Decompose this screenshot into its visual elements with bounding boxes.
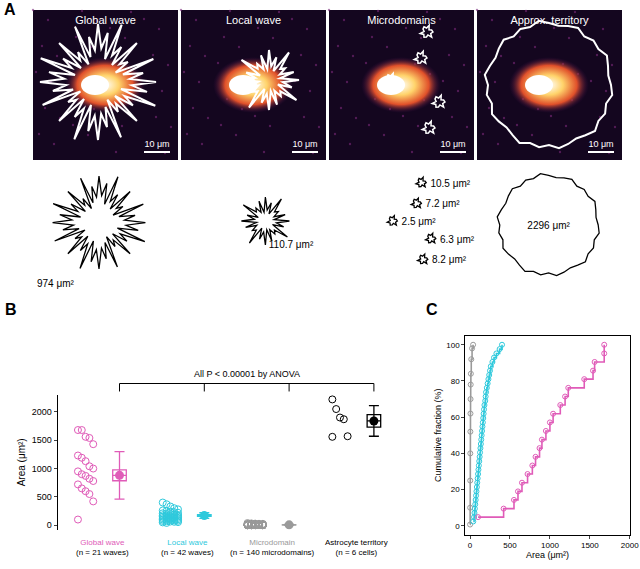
svg-text:Microdomains: Microdomains — [367, 14, 436, 26]
svg-text:Cumulative fraction (%): Cumulative fraction (%) — [433, 389, 443, 483]
svg-text:B: B — [5, 301, 17, 318]
svg-text:0: 0 — [455, 522, 460, 531]
svg-text:0: 0 — [468, 541, 473, 550]
svg-text:2.5 μm²: 2.5 μm² — [402, 216, 437, 227]
svg-text:974 μm²: 974 μm² — [37, 278, 75, 289]
svg-text:1000: 1000 — [32, 464, 52, 474]
svg-text:60: 60 — [451, 413, 460, 422]
svg-text:100: 100 — [446, 341, 460, 350]
svg-text:10 μm: 10 μm — [588, 139, 613, 149]
svg-text:10 μm: 10 μm — [292, 139, 317, 149]
svg-text:1000: 1000 — [541, 541, 559, 550]
svg-text:2296 μm²: 2296 μm² — [527, 220, 570, 231]
svg-text:Global wave: Global wave — [75, 14, 136, 26]
svg-text:Local wave(n = 42 waves): Local wave(n = 42 waves) — [161, 538, 214, 557]
svg-text:C: C — [426, 301, 438, 318]
svg-text:1500: 1500 — [581, 541, 599, 550]
svg-text:500: 500 — [503, 541, 517, 550]
svg-text:Local wave: Local wave — [226, 14, 281, 26]
svg-text:Area (μm²): Area (μm²) — [16, 438, 27, 486]
svg-text:80: 80 — [451, 377, 460, 386]
svg-text:Approx. territory: Approx. territory — [510, 14, 589, 26]
svg-text:6.3 μm²: 6.3 μm² — [440, 234, 475, 245]
svg-text:Microdomain(n = 140 microdomai: Microdomain(n = 140 microdomains) — [230, 538, 315, 557]
svg-text:All P < 0.00001 by ANOVA: All P < 0.00001 by ANOVA — [194, 369, 300, 379]
svg-text:10.5 μm²: 10.5 μm² — [430, 178, 470, 189]
svg-text:10 μm: 10 μm — [144, 139, 169, 149]
svg-text:8.2 μm²: 8.2 μm² — [432, 254, 467, 265]
svg-text:Area (μm²): Area (μm²) — [526, 550, 569, 560]
svg-text:10 μm: 10 μm — [440, 139, 465, 149]
svg-text:A: A — [4, 1, 16, 18]
svg-text:7.2 μm²: 7.2 μm² — [426, 198, 461, 209]
svg-text:40: 40 — [451, 449, 460, 458]
svg-text:1500: 1500 — [32, 435, 52, 445]
svg-text:2000: 2000 — [32, 407, 52, 417]
svg-text:110.7 μm²: 110.7 μm² — [269, 239, 314, 250]
svg-text:20: 20 — [451, 485, 460, 494]
svg-text:500: 500 — [37, 492, 52, 502]
svg-text:Global wave(n = 21 waves): Global wave(n = 21 waves) — [76, 538, 129, 557]
svg-text:2000: 2000 — [621, 541, 639, 550]
svg-text:0: 0 — [47, 520, 52, 530]
svg-text:Astrocyte territory(n = 6 cell: Astrocyte territory(n = 6 cells) — [325, 538, 388, 557]
